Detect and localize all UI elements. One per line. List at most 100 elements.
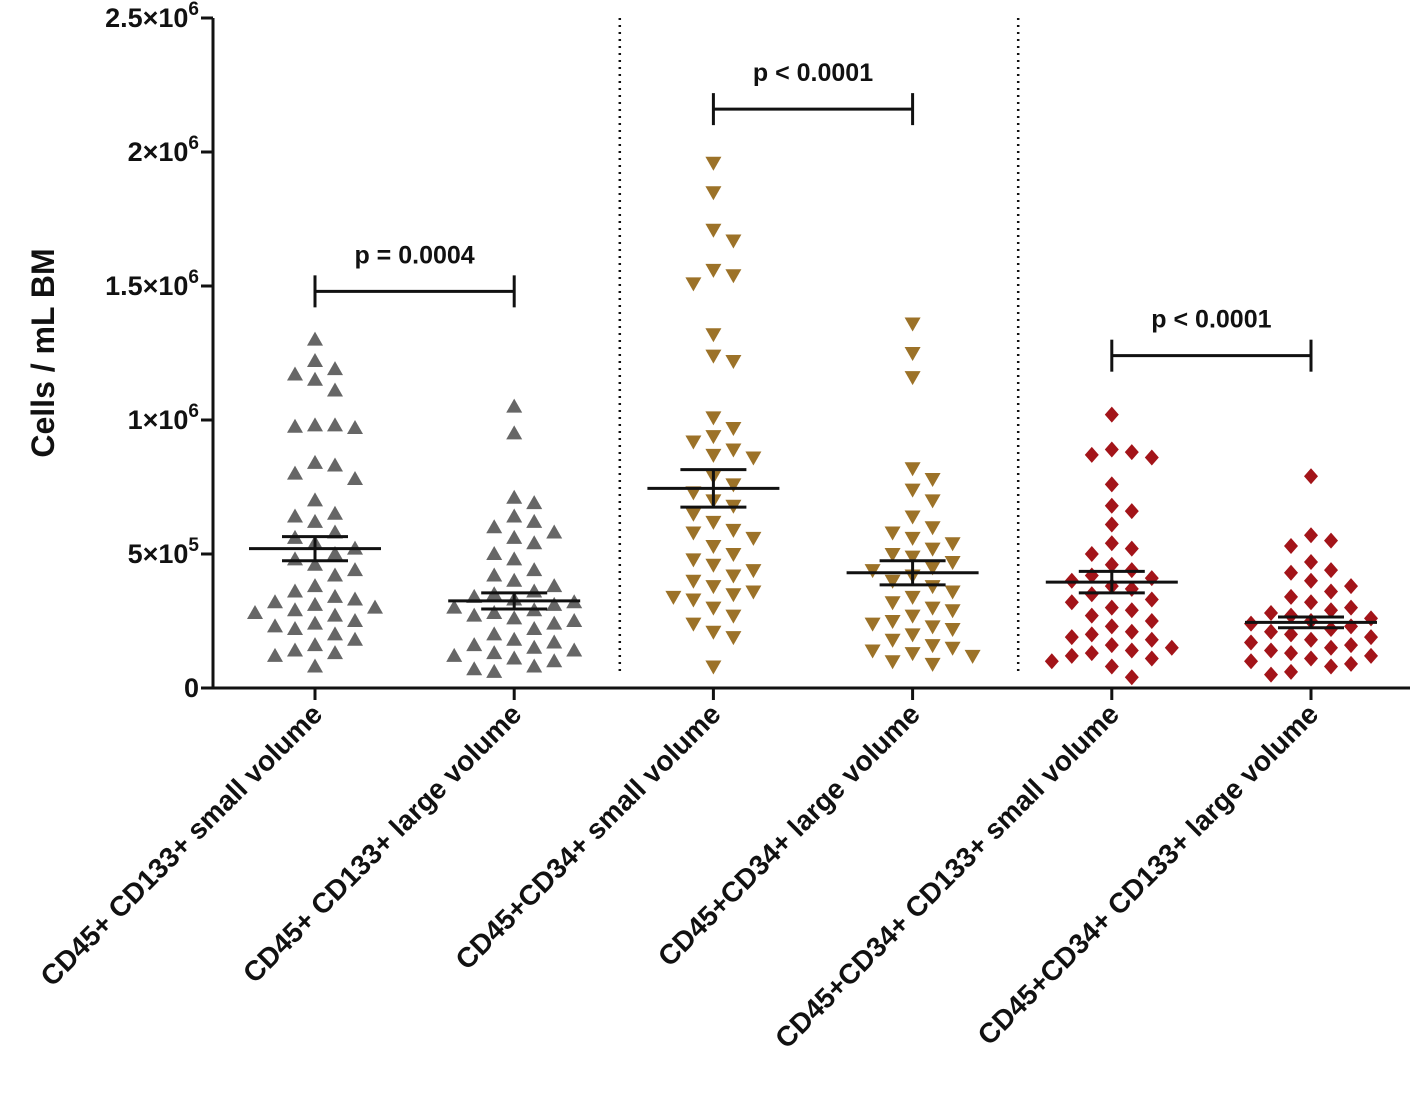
data-point	[924, 472, 941, 487]
data-point	[307, 492, 323, 507]
data-point	[1104, 497, 1119, 514]
data-point	[1104, 476, 1119, 493]
data-point	[327, 361, 343, 376]
data-point	[466, 637, 483, 652]
data-point	[307, 353, 323, 368]
data-point	[466, 661, 483, 676]
data-point	[1264, 666, 1278, 683]
data-point	[247, 604, 263, 619]
data-point	[705, 430, 722, 445]
data-point	[546, 596, 563, 611]
data-point	[327, 524, 343, 539]
y-tick-label: 2.5×106	[105, 0, 199, 33]
data-point	[287, 465, 303, 480]
data-point	[705, 601, 722, 616]
data-point	[1084, 645, 1099, 662]
data-point	[446, 647, 463, 662]
data-point	[347, 470, 363, 485]
data-point	[1324, 562, 1338, 579]
data-point	[327, 417, 343, 432]
data-point	[267, 647, 283, 662]
data-point	[745, 564, 762, 579]
data-point	[924, 494, 941, 509]
data-point	[1124, 503, 1139, 520]
points-layer	[247, 156, 1378, 686]
data-point	[685, 526, 702, 541]
data-point	[705, 448, 722, 463]
data-point	[1304, 527, 1318, 544]
data-point	[1104, 618, 1119, 635]
data-point	[1104, 599, 1119, 616]
data-point	[864, 644, 881, 659]
data-point	[705, 328, 722, 343]
data-point	[1104, 441, 1119, 458]
data-point	[327, 505, 343, 520]
data-point	[506, 489, 523, 504]
data-point	[705, 156, 722, 171]
data-point	[884, 596, 901, 611]
data-point	[1124, 444, 1139, 461]
data-point	[1264, 642, 1278, 659]
data-point	[904, 609, 921, 624]
data-point	[327, 645, 343, 660]
data-point	[725, 569, 742, 584]
data-point	[526, 621, 543, 636]
data-point	[546, 653, 563, 668]
data-point	[367, 599, 383, 614]
data-point	[745, 531, 762, 546]
data-point	[287, 621, 303, 636]
data-point	[745, 585, 762, 600]
data-point	[685, 593, 702, 608]
data-point	[1364, 610, 1378, 627]
data-point	[287, 366, 303, 381]
data-point	[1364, 647, 1378, 664]
data-point	[1324, 583, 1338, 600]
data-point	[526, 562, 543, 577]
data-point	[1124, 540, 1139, 557]
data-point	[1304, 650, 1318, 667]
data-point	[1144, 570, 1159, 587]
data-point	[884, 526, 901, 541]
data-point	[466, 607, 483, 622]
data-point	[685, 486, 702, 501]
data-point	[1064, 647, 1079, 664]
data-point	[287, 642, 303, 657]
data-point	[944, 556, 961, 571]
data-point	[904, 550, 921, 565]
data-point	[1144, 631, 1159, 648]
data-point	[1324, 602, 1338, 619]
data-point	[1344, 599, 1358, 616]
data-point	[1124, 642, 1139, 659]
y-tick-label: 1.5×106	[105, 267, 199, 301]
data-point	[944, 641, 961, 656]
data-point	[526, 513, 543, 528]
data-point	[904, 531, 921, 546]
data-point	[944, 604, 961, 619]
data-point	[725, 609, 742, 624]
data-point	[327, 457, 343, 472]
data-point	[566, 613, 583, 627]
axes-layer	[211, 18, 1410, 690]
data-point	[725, 443, 742, 458]
data-point	[1324, 639, 1338, 656]
y-tick-label: 5×105	[128, 535, 200, 569]
data-point	[1124, 623, 1139, 640]
data-point	[924, 561, 941, 576]
data-point	[506, 551, 523, 566]
data-point	[1084, 626, 1099, 643]
data-point	[964, 649, 981, 664]
data-point	[705, 349, 722, 364]
y-axis-label: Cells / mL BM	[25, 248, 61, 457]
data-point	[1104, 658, 1119, 675]
data-point	[924, 601, 941, 616]
data-point	[864, 617, 881, 632]
data-point	[1164, 639, 1179, 656]
data-point	[884, 655, 901, 670]
data-point	[287, 602, 303, 617]
data-point	[347, 562, 363, 577]
data-point	[307, 556, 323, 571]
data-point	[506, 610, 523, 625]
data-point	[546, 578, 563, 593]
data-point	[1104, 516, 1119, 533]
